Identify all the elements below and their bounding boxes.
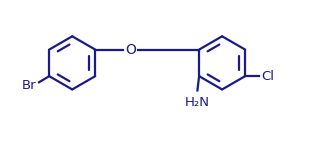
Text: O: O (125, 43, 136, 57)
Text: H₂N: H₂N (185, 96, 210, 109)
Text: Br: Br (22, 78, 37, 91)
Text: Cl: Cl (262, 70, 275, 83)
